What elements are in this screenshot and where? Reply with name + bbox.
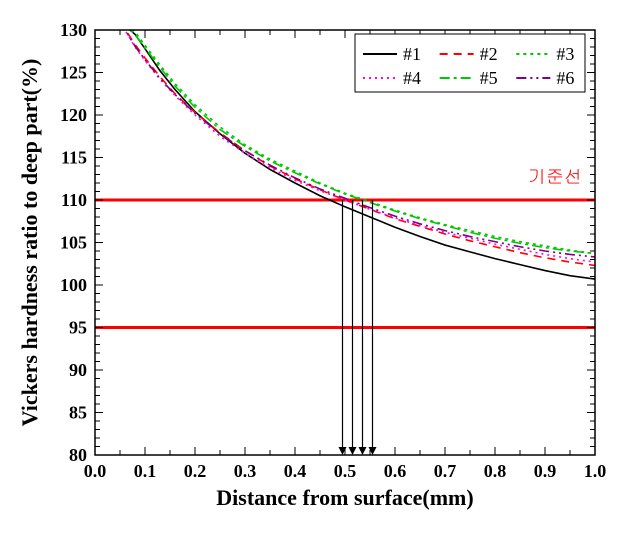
ytick-label: 85 <box>69 403 87 423</box>
x-axis-label: Distance from surface(mm) <box>216 485 473 510</box>
y-axis-label: Vickers hardness ratio to deep part(%) <box>17 59 42 427</box>
legend-label: #4 <box>403 68 421 88</box>
legend-label: #1 <box>403 44 421 64</box>
xtick-label: 0.8 <box>484 461 507 481</box>
legend-label: #5 <box>480 68 498 88</box>
xtick-label: 0.5 <box>334 461 357 481</box>
xtick-label: 0.7 <box>434 461 457 481</box>
legend-label: #3 <box>556 44 574 64</box>
reference-annotation: 기준선 <box>528 164 582 189</box>
ytick-label: 115 <box>61 148 87 168</box>
xtick-label: 0.1 <box>134 461 157 481</box>
ytick-label: 100 <box>60 275 87 295</box>
xtick-label: 0.0 <box>84 461 107 481</box>
xtick-label: 0.6 <box>384 461 407 481</box>
xtick-label: 0.4 <box>284 461 307 481</box>
ytick-label: 110 <box>61 190 87 210</box>
xtick-label: 0.3 <box>234 461 257 481</box>
xtick-label: 0.2 <box>184 461 207 481</box>
ytick-label: 120 <box>60 105 87 125</box>
ytick-label: 105 <box>60 233 87 253</box>
ytick-label: 80 <box>69 445 87 465</box>
legend-label: #6 <box>556 68 574 88</box>
ytick-label: 95 <box>69 318 87 338</box>
chart-svg: 0.0 0.1 0.2 0.3 0.4 0.5 0.6 0.7 0.8 0.9 1.0 80 85 90 9… <box>0 0 635 535</box>
ytick-label: 130 <box>60 20 87 40</box>
chart-container: 0.0 0.1 0.2 0.3 0.4 0.5 0.6 0.7 0.8 0.9 1.0 80 85 90 9… <box>0 0 635 535</box>
legend-box <box>355 34 585 92</box>
xtick-label: 1.0 <box>584 461 607 481</box>
ytick-label: 90 <box>69 360 87 380</box>
legend-label: #2 <box>480 44 498 64</box>
ytick-label: 125 <box>60 63 87 83</box>
xtick-label: 0.9 <box>534 461 557 481</box>
